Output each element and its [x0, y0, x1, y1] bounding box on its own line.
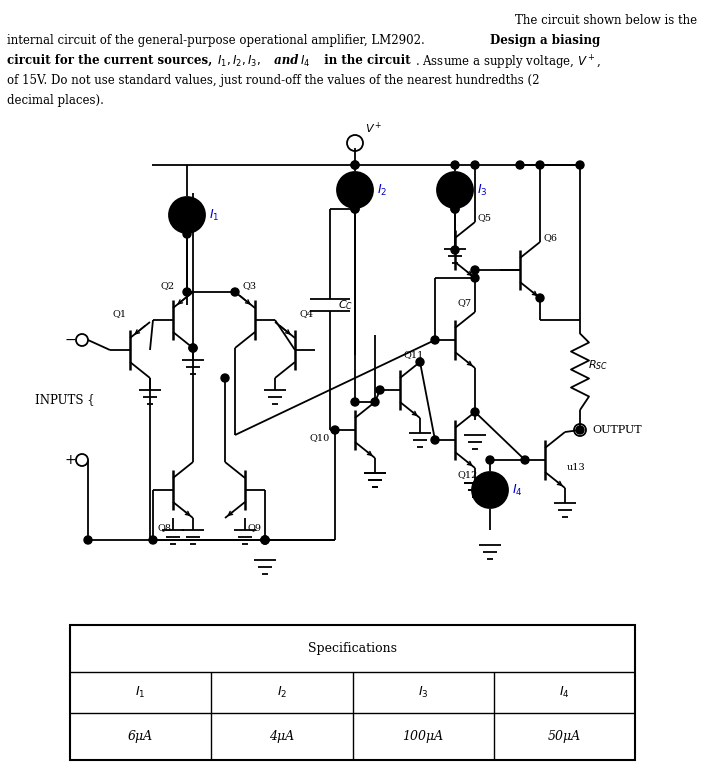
Circle shape: [351, 205, 359, 213]
Circle shape: [472, 472, 508, 508]
Text: $I_3$: $I_3$: [477, 182, 488, 198]
Text: Q6: Q6: [543, 234, 557, 242]
Circle shape: [451, 161, 459, 169]
Circle shape: [521, 456, 529, 464]
Circle shape: [371, 398, 379, 406]
Circle shape: [416, 358, 424, 366]
Text: . Assume a supply voltage, $V^+$,: . Assume a supply voltage, $V^+$,: [415, 54, 601, 72]
Circle shape: [231, 288, 239, 296]
Text: $I_2$: $I_2$: [277, 685, 287, 700]
Circle shape: [431, 436, 439, 444]
Text: and: and: [270, 54, 303, 67]
Text: of 15V. Do not use standard values, just round-off the values of the nearest hun: of 15V. Do not use standard values, just…: [7, 74, 539, 87]
Circle shape: [471, 161, 479, 169]
Circle shape: [183, 230, 191, 238]
Text: INPUTS {: INPUTS {: [35, 393, 94, 407]
Circle shape: [451, 246, 459, 254]
Text: Q10: Q10: [310, 434, 330, 442]
Text: $V^+$: $V^+$: [365, 120, 382, 136]
Circle shape: [183, 288, 191, 296]
Text: Q11: Q11: [403, 351, 423, 359]
Circle shape: [261, 536, 269, 544]
Text: $I_4$: $I_4$: [300, 54, 310, 69]
Text: Q3: Q3: [243, 282, 257, 290]
Circle shape: [149, 536, 157, 544]
Text: 50μA: 50μA: [548, 730, 581, 743]
Text: Q8: Q8: [158, 524, 172, 532]
Text: u13: u13: [567, 463, 586, 473]
Text: Q5: Q5: [478, 213, 492, 223]
Circle shape: [451, 205, 459, 213]
Circle shape: [576, 426, 584, 434]
Circle shape: [169, 197, 205, 233]
Text: OUTPUT: OUTPUT: [592, 425, 641, 435]
Text: 100μA: 100μA: [403, 730, 444, 743]
Circle shape: [471, 408, 479, 416]
Text: Q1: Q1: [113, 310, 127, 318]
Text: $I_1$: $I_1$: [209, 207, 220, 223]
Text: $C_C$: $C_C$: [338, 298, 353, 312]
Circle shape: [486, 456, 494, 464]
Text: Q2: Q2: [161, 282, 175, 290]
Circle shape: [261, 536, 269, 544]
Text: decimal places).: decimal places).: [7, 94, 104, 107]
Circle shape: [84, 536, 92, 544]
Text: −: −: [64, 333, 76, 347]
Circle shape: [437, 172, 473, 208]
Text: Q4: Q4: [300, 310, 314, 318]
Circle shape: [431, 336, 439, 344]
Circle shape: [351, 161, 359, 169]
Circle shape: [351, 398, 359, 406]
Bar: [70, 625, 635, 760]
Text: Specifications: Specifications: [308, 642, 397, 655]
Circle shape: [351, 161, 359, 169]
Text: in the circuit: in the circuit: [320, 54, 410, 67]
Text: circuit for the current sources,: circuit for the current sources,: [7, 54, 216, 67]
Text: Q7: Q7: [458, 299, 472, 307]
Text: Design a biasing: Design a biasing: [490, 34, 601, 47]
Circle shape: [351, 205, 359, 213]
Circle shape: [376, 386, 384, 394]
Text: +: +: [64, 453, 76, 467]
Circle shape: [471, 274, 479, 282]
Circle shape: [189, 344, 197, 352]
Text: $I_2$: $I_2$: [377, 182, 387, 198]
Circle shape: [189, 344, 197, 352]
Text: $I_4$: $I_4$: [512, 483, 522, 497]
Circle shape: [451, 205, 459, 213]
Circle shape: [471, 266, 479, 274]
Circle shape: [221, 374, 229, 382]
Text: $I_1, I_2, I_3,$: $I_1, I_2, I_3,$: [217, 54, 260, 69]
Circle shape: [337, 172, 373, 208]
Circle shape: [576, 161, 584, 169]
Text: $R_{SC}$: $R_{SC}$: [588, 358, 608, 372]
Text: 4μA: 4μA: [270, 730, 294, 743]
Circle shape: [536, 294, 544, 302]
Text: $I_3$: $I_3$: [418, 685, 429, 700]
Text: internal circuit of the general-purpose operational amplifier, LM2902.: internal circuit of the general-purpose …: [7, 34, 429, 47]
Circle shape: [536, 161, 544, 169]
Text: Q9: Q9: [248, 524, 262, 532]
Text: 6μA: 6μA: [128, 730, 153, 743]
Text: $I_1$: $I_1$: [135, 685, 146, 700]
Text: The circuit shown below is the: The circuit shown below is the: [515, 14, 697, 27]
Text: Q12: Q12: [458, 470, 479, 480]
Text: $I_4$: $I_4$: [559, 685, 570, 700]
Circle shape: [331, 426, 339, 434]
Circle shape: [261, 536, 269, 544]
Circle shape: [516, 161, 524, 169]
